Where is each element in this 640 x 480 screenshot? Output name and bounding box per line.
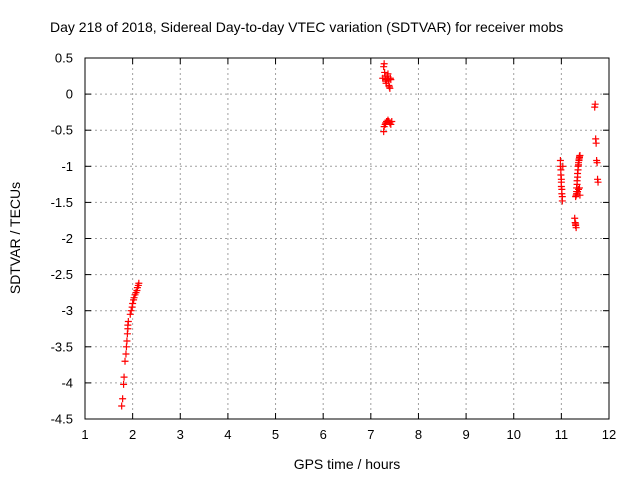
chart-title: Day 218 of 2018, Sidereal Day-to-day VTE… [50,19,563,35]
data-point [126,310,134,318]
x-tick-label: 3 [177,427,184,442]
data-point [387,76,395,84]
x-tick-label: 2 [129,427,136,442]
x-tick-label: 6 [320,427,327,442]
data-point [594,178,602,186]
data-point [591,100,599,108]
x-tick-labels: 1 2 3 4 5 6 7 8 9 10 11 12 [81,427,616,442]
y-tick-labels: 0.5 0 -0.5 -1 -1.5 -2 -2.5 -3 -3.5 -4 -4.5 [51,51,73,427]
data-point [575,184,583,192]
x-tick-label: 8 [415,427,422,442]
y-tick-label: -3 [61,303,73,318]
data-point [118,402,126,410]
data-point [122,350,130,358]
y-tick-label: -4 [61,375,73,390]
data-point [120,380,128,388]
y-tick-label: -1 [61,159,73,174]
data-point [575,185,583,193]
y-axis-label: SDTVAR / TECUs [7,182,23,294]
x-tick-label: 7 [367,427,374,442]
x-tick-label: 5 [272,427,279,442]
data-point [386,84,394,92]
x-axis-label: GPS time / hours [294,456,401,472]
data-point [593,159,601,167]
x-tick-label: 9 [462,427,469,442]
y-tick-label: 0.5 [55,51,73,66]
x-tick-label: 10 [506,427,520,442]
x-tick-label: 1 [81,427,88,442]
data-point [572,224,580,232]
data-point [127,307,135,315]
y-tick-label: -4.5 [51,412,73,427]
data-point [388,118,396,126]
data-point [558,197,566,205]
data-point [121,357,129,365]
data-point [123,337,131,345]
data-point [559,162,567,170]
x-tick-label: 4 [224,427,231,442]
x-tick-label: 12 [602,427,616,442]
data-point [135,279,143,287]
data-point [120,373,128,381]
axis-ticks [84,57,610,420]
y-tick-label: -3.5 [51,339,73,354]
x-tick-label: 11 [555,427,569,442]
y-tick-label: -0.5 [51,123,73,138]
data-point [576,151,584,159]
y-tick-label: -1.5 [51,195,73,210]
data-point [129,299,137,307]
data-point [592,139,600,147]
y-tick-label: 0 [66,87,73,102]
y-tick-label: -2 [61,231,73,246]
data-point [576,191,584,199]
data-points [118,60,602,410]
grid-lines [85,58,609,419]
data-point [124,318,132,326]
data-point [380,60,388,68]
data-point [119,395,127,403]
y-tick-label: -2.5 [51,267,73,282]
